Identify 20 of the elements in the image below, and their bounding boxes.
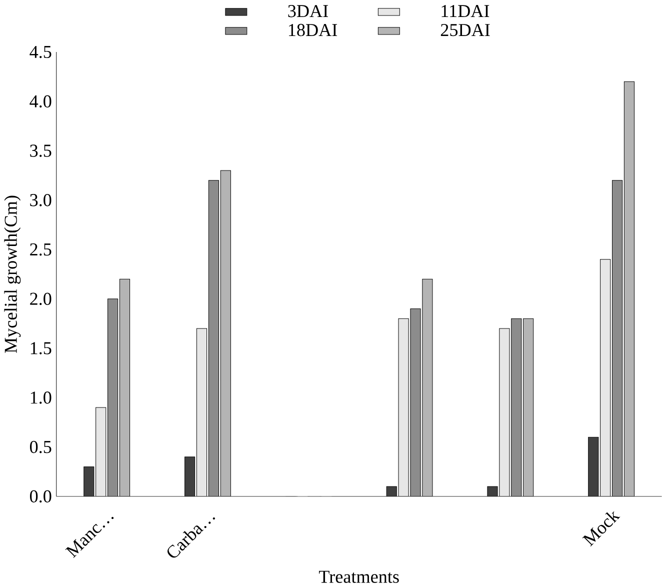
legend-label: 11DAI (442, 5, 490, 18)
y-tick-label: 3.0 (30, 194, 52, 206)
x-axis-title: Treatments (318, 570, 399, 583)
y-tick-label: 2.5 (30, 243, 52, 256)
y-tick-label: 0.5 (30, 440, 52, 454)
legend-label: 3DAI (288, 5, 328, 18)
bar (612, 180, 623, 496)
legend-label: 25DAI (440, 24, 490, 36)
y-tick-label: 1.0 (30, 391, 52, 404)
y-tick-label: 3.5 (30, 144, 52, 157)
bar (108, 298, 118, 496)
y-tick-label: 4.5 (30, 46, 52, 58)
y-tick-label: 2.0 (30, 292, 52, 306)
y-tick-label: 0.0 (30, 490, 52, 503)
y-tick-label: 4.0 (30, 95, 52, 108)
y-tick-label: 1.5 (30, 342, 52, 354)
y-axis-title: Mycelial growth(Cm) (4, 196, 21, 353)
bar (208, 180, 219, 496)
bar (511, 318, 522, 496)
legend-label: 18DAI (288, 24, 338, 36)
